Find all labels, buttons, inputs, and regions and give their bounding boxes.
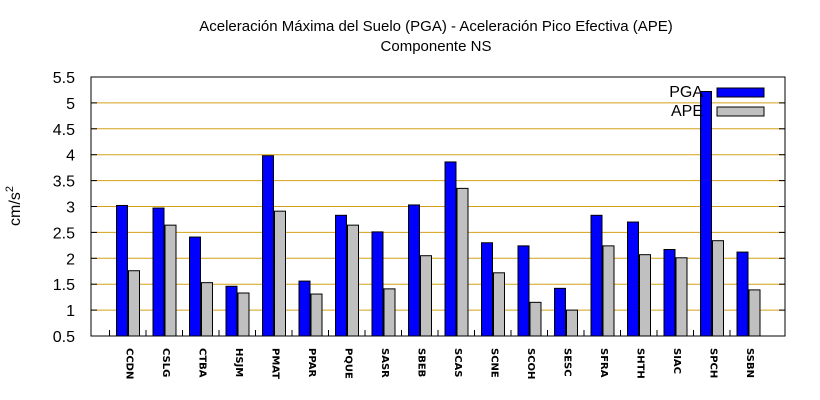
bar-ape <box>164 224 177 337</box>
x-tick-label: SFRA <box>598 348 609 378</box>
bar-ape <box>566 309 578 337</box>
chart-title: Aceleración Máxima del Suelo (PGA) - Ace… <box>199 18 673 35</box>
x-tick-label: SIAC <box>671 348 682 374</box>
bar-pga <box>627 221 639 337</box>
bar-ape <box>675 257 688 337</box>
y-axis-label-text: cm/s <box>7 192 24 226</box>
bar-ape <box>201 282 213 337</box>
chart-subtitle: Componente NS <box>381 38 492 55</box>
bar-ape <box>456 187 469 337</box>
legend: PGA APE <box>669 84 765 120</box>
x-tick-label: SASR <box>379 348 390 378</box>
legend-swatch <box>716 87 765 98</box>
y-tick-label: 5 <box>66 96 75 113</box>
bar-pga <box>371 231 384 337</box>
bar-pga <box>335 214 347 337</box>
legend-label: PGA <box>669 84 703 101</box>
y-ticks: 0.5 1 1.5 2 2.5 3 3.5 4 4.5 5 5.5 <box>53 70 785 346</box>
y-tick-label: 4 <box>66 148 75 165</box>
bar-ape <box>274 210 286 337</box>
y-tick-label: 1.5 <box>53 277 75 294</box>
y-tick-label: 3.5 <box>53 174 75 191</box>
y-tick-label: 2.5 <box>53 225 75 242</box>
x-tick-label: SBEB <box>416 348 427 377</box>
y-tick-label: 3 <box>66 200 75 217</box>
y-tick-label: 2 <box>66 251 75 268</box>
bar-pga <box>517 245 530 337</box>
x-tick-label: SCOH <box>525 348 536 379</box>
x-tick-label: PPAR <box>306 348 317 377</box>
bar-pga <box>590 214 603 337</box>
legend-swatch <box>716 106 765 117</box>
y-tick-label: 4.5 <box>53 122 75 139</box>
bar-ape <box>310 293 323 337</box>
bar-pga <box>298 280 311 337</box>
y-tick-label: 1 <box>66 303 75 320</box>
bar-pga <box>663 248 676 337</box>
x-tick-label: SSBN <box>744 348 755 378</box>
bar-pga <box>444 161 457 337</box>
bar-ape <box>420 255 432 337</box>
x-tick-label: SESC <box>562 348 573 377</box>
bar-ape <box>383 288 396 337</box>
bar-ape <box>602 245 615 337</box>
x-tick-label: SPCH <box>708 348 719 378</box>
bar-pga <box>262 155 274 337</box>
y-axis-label: cm/s2 <box>4 186 24 226</box>
bars <box>116 91 761 337</box>
bar-ape <box>639 254 651 337</box>
y-tick-label: 5.5 <box>53 70 75 87</box>
bar-pga <box>700 91 712 337</box>
bar-pga <box>736 251 749 337</box>
bar-ape <box>748 289 761 337</box>
x-tick-label: HSJM <box>233 348 244 377</box>
bar-ape <box>347 224 359 337</box>
x-tick-label: SCNE <box>489 348 500 378</box>
bar-ape <box>529 301 542 337</box>
y-tick-label: 0.5 <box>53 329 75 346</box>
bar-ape <box>128 270 140 337</box>
bar-ape <box>237 292 250 337</box>
x-tick-label: PQUE <box>343 348 354 379</box>
bar-ape <box>712 240 724 337</box>
x-ticks: CCDN CSLG CTBA HSJM PMAT PPAR PQUE SASR SBEB SCAS… <box>109 330 755 379</box>
bar-pga <box>116 204 128 337</box>
bar-pga <box>152 207 165 337</box>
bar-pga <box>554 287 566 337</box>
bar-ape <box>493 272 505 337</box>
x-tick-label: SHTH <box>635 348 646 379</box>
x-tick-label: SCAS <box>452 348 463 377</box>
legend-label: APE <box>671 103 703 120</box>
x-tick-label: PMAT <box>270 348 281 379</box>
y-axis-label-exponent: 2 <box>4 186 16 192</box>
x-tick-label: CSLG <box>160 348 171 377</box>
svg-text:cm/s2: cm/s2 <box>4 186 24 226</box>
bar-pga <box>225 285 238 337</box>
x-tick-label: CTBA <box>197 348 208 378</box>
bar-pga <box>408 204 420 337</box>
x-tick-label: CCDN <box>124 348 135 379</box>
bar-pga <box>189 236 201 337</box>
bar-pga <box>481 242 493 337</box>
